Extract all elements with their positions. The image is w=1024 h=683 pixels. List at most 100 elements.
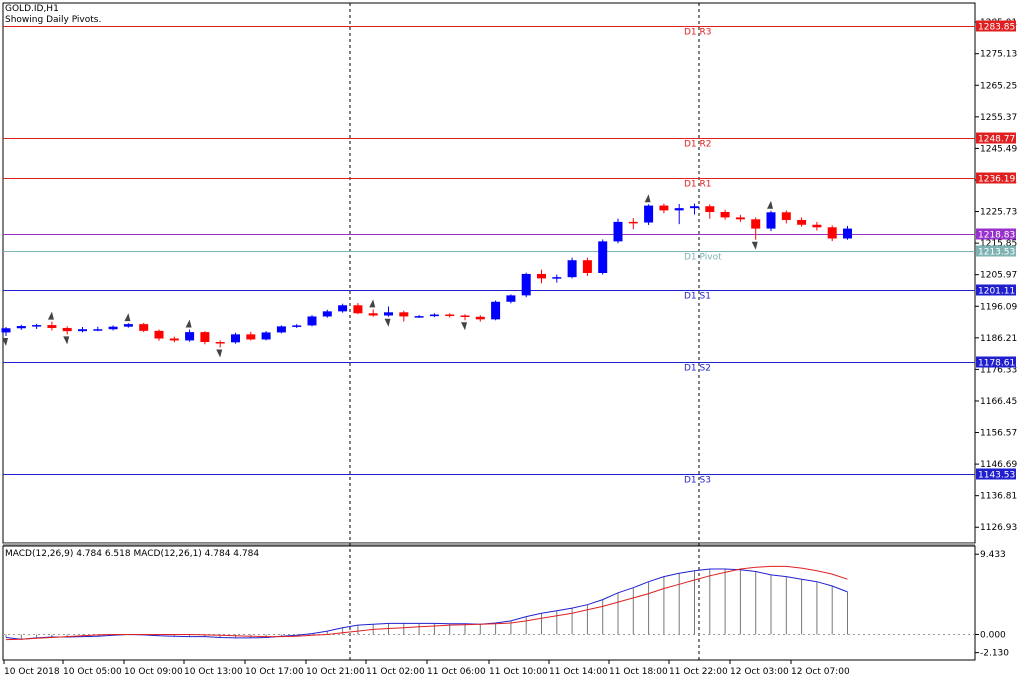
time-axis-label: 11 Oct 18:00 — [609, 667, 668, 677]
pivot-price-tag — [976, 20, 1016, 32]
macd-panel-frame — [2, 545, 976, 661]
candle-body[interactable] — [47, 325, 57, 328]
fractal-up-arrow — [767, 200, 773, 209]
time-axis-label: 11 Oct 14:00 — [549, 667, 608, 677]
candle-body[interactable] — [16, 326, 26, 329]
fractal-down-arrow — [751, 241, 758, 250]
pivot-name-label: D1 R2 — [684, 140, 712, 150]
candle-body[interactable] — [399, 312, 409, 317]
pivot-price-label: 1248.77 — [978, 135, 1015, 145]
price-panel-frame — [2, 2, 976, 544]
pivot-name-label: D1 S2 — [684, 364, 711, 374]
pivot-price-label: 1283.85 — [978, 23, 1015, 33]
symbol-timeframe-label: GOLD.ID,H1 — [5, 4, 59, 14]
candle-body[interactable] — [368, 313, 378, 316]
candle-body[interactable] — [644, 205, 654, 223]
candle-body[interactable] — [93, 329, 103, 331]
fractal-up-arrow — [185, 319, 192, 328]
candle-body[interactable] — [123, 324, 133, 327]
candle-body[interactable] — [628, 221, 638, 224]
candle-body[interactable] — [276, 326, 286, 333]
candle-body[interactable] — [62, 327, 72, 332]
time-axis-label: 10 Oct 09:00 — [124, 667, 183, 677]
candle-body[interactable] — [414, 316, 424, 318]
macd-tick-label: 9.433 — [980, 550, 1006, 560]
candle-body[interactable] — [552, 277, 562, 279]
candle-body[interactable] — [261, 332, 271, 340]
candle-body[interactable] — [108, 326, 118, 330]
pivot-name-label: D1 Pivot — [684, 253, 722, 263]
macd-indicator-label: MACD(12,26,9) 4.784 6.518 MACD(12,26,1) … — [5, 549, 260, 559]
macd-tick-label: 0.000 — [980, 630, 1006, 640]
candle-body[interactable] — [139, 324, 149, 331]
candle-body[interactable] — [429, 314, 439, 317]
candle-body[interactable] — [843, 228, 852, 239]
candle-body[interactable] — [735, 217, 745, 220]
candle-body[interactable] — [827, 227, 837, 239]
candle-body[interactable] — [766, 212, 776, 229]
candle-body[interactable] — [246, 334, 256, 340]
candle-body[interactable] — [705, 206, 715, 212]
time-axis-label: 10 Oct 05:00 — [63, 667, 122, 677]
fractal-down-arrow — [216, 349, 223, 358]
pivot-price-tag — [976, 284, 1016, 296]
candle-body[interactable] — [567, 260, 577, 278]
price-tick-label: 1146.69 — [980, 460, 1017, 470]
candle-body[interactable] — [185, 332, 195, 341]
pivot-name-label: D1 S3 — [684, 476, 711, 486]
candle-body[interactable] — [307, 316, 317, 326]
candle-body[interactable] — [598, 241, 608, 273]
candle-body[interactable] — [460, 315, 470, 317]
candle-body[interactable] — [231, 334, 240, 343]
candle-body[interactable] — [32, 325, 42, 327]
candle-body[interactable] — [292, 325, 302, 327]
pivot-price-tag — [976, 356, 1016, 368]
candle-body[interactable] — [613, 221, 623, 242]
candle-body[interactable] — [797, 219, 807, 225]
fractal-up-arrow — [369, 299, 376, 308]
candle-body[interactable] — [751, 219, 761, 229]
candle-body[interactable] — [582, 260, 592, 273]
time-axis-label: 10 Oct 2018 — [4, 667, 60, 677]
candle-body[interactable] — [521, 273, 531, 296]
time-axis-label: 10 Oct 21:00 — [306, 667, 365, 677]
macd-main-line[interactable] — [5, 568, 848, 640]
candle-body[interactable] — [445, 314, 455, 317]
candle-body[interactable] — [781, 212, 791, 220]
candle-body[interactable] — [1, 328, 11, 333]
candle-body[interactable] — [659, 205, 669, 211]
candle-body[interactable] — [491, 301, 501, 320]
pivot-price-label: 1178.61 — [978, 359, 1015, 369]
candle-body[interactable] — [338, 305, 348, 312]
pivot-price-label: 1143.53 — [978, 471, 1015, 481]
pivot-name-label: D1 S1 — [684, 292, 711, 302]
candle-body[interactable] — [322, 311, 332, 317]
candle-body[interactable] — [720, 211, 730, 218]
time-axis-label: 11 Oct 22:00 — [669, 667, 728, 677]
candle-body[interactable] — [78, 329, 87, 332]
candle-body[interactable] — [200, 332, 210, 343]
candle-body[interactable] — [506, 295, 516, 302]
candle-body[interactable] — [384, 312, 393, 316]
candle-body[interactable] — [215, 342, 225, 344]
pivots-subtitle: Showing Daily Pivots. — [5, 15, 102, 25]
price-tick-label: 1245.49 — [980, 144, 1017, 154]
candle-body[interactable] — [154, 330, 164, 339]
candle-body[interactable] — [353, 305, 363, 314]
price-tick-label: 1126.93 — [980, 523, 1017, 533]
candle-body[interactable] — [812, 224, 822, 228]
price-tick-label: 1215.85 — [980, 239, 1017, 249]
candle-body[interactable] — [169, 338, 179, 341]
time-axis-label: 11 Oct 10:00 — [489, 667, 548, 677]
fractal-down-arrow — [63, 336, 70, 345]
candle-body[interactable] — [674, 208, 684, 211]
macd-signal-line[interactable] — [5, 565, 848, 641]
price-tick-label: 1255.37 — [980, 113, 1017, 123]
candle-body[interactable] — [537, 273, 546, 279]
time-axis-label: 10 Oct 17:00 — [245, 667, 304, 677]
candle-body[interactable] — [690, 206, 699, 209]
candle-body[interactable] — [475, 316, 485, 320]
pivot-name-label: D1 R1 — [684, 180, 712, 190]
